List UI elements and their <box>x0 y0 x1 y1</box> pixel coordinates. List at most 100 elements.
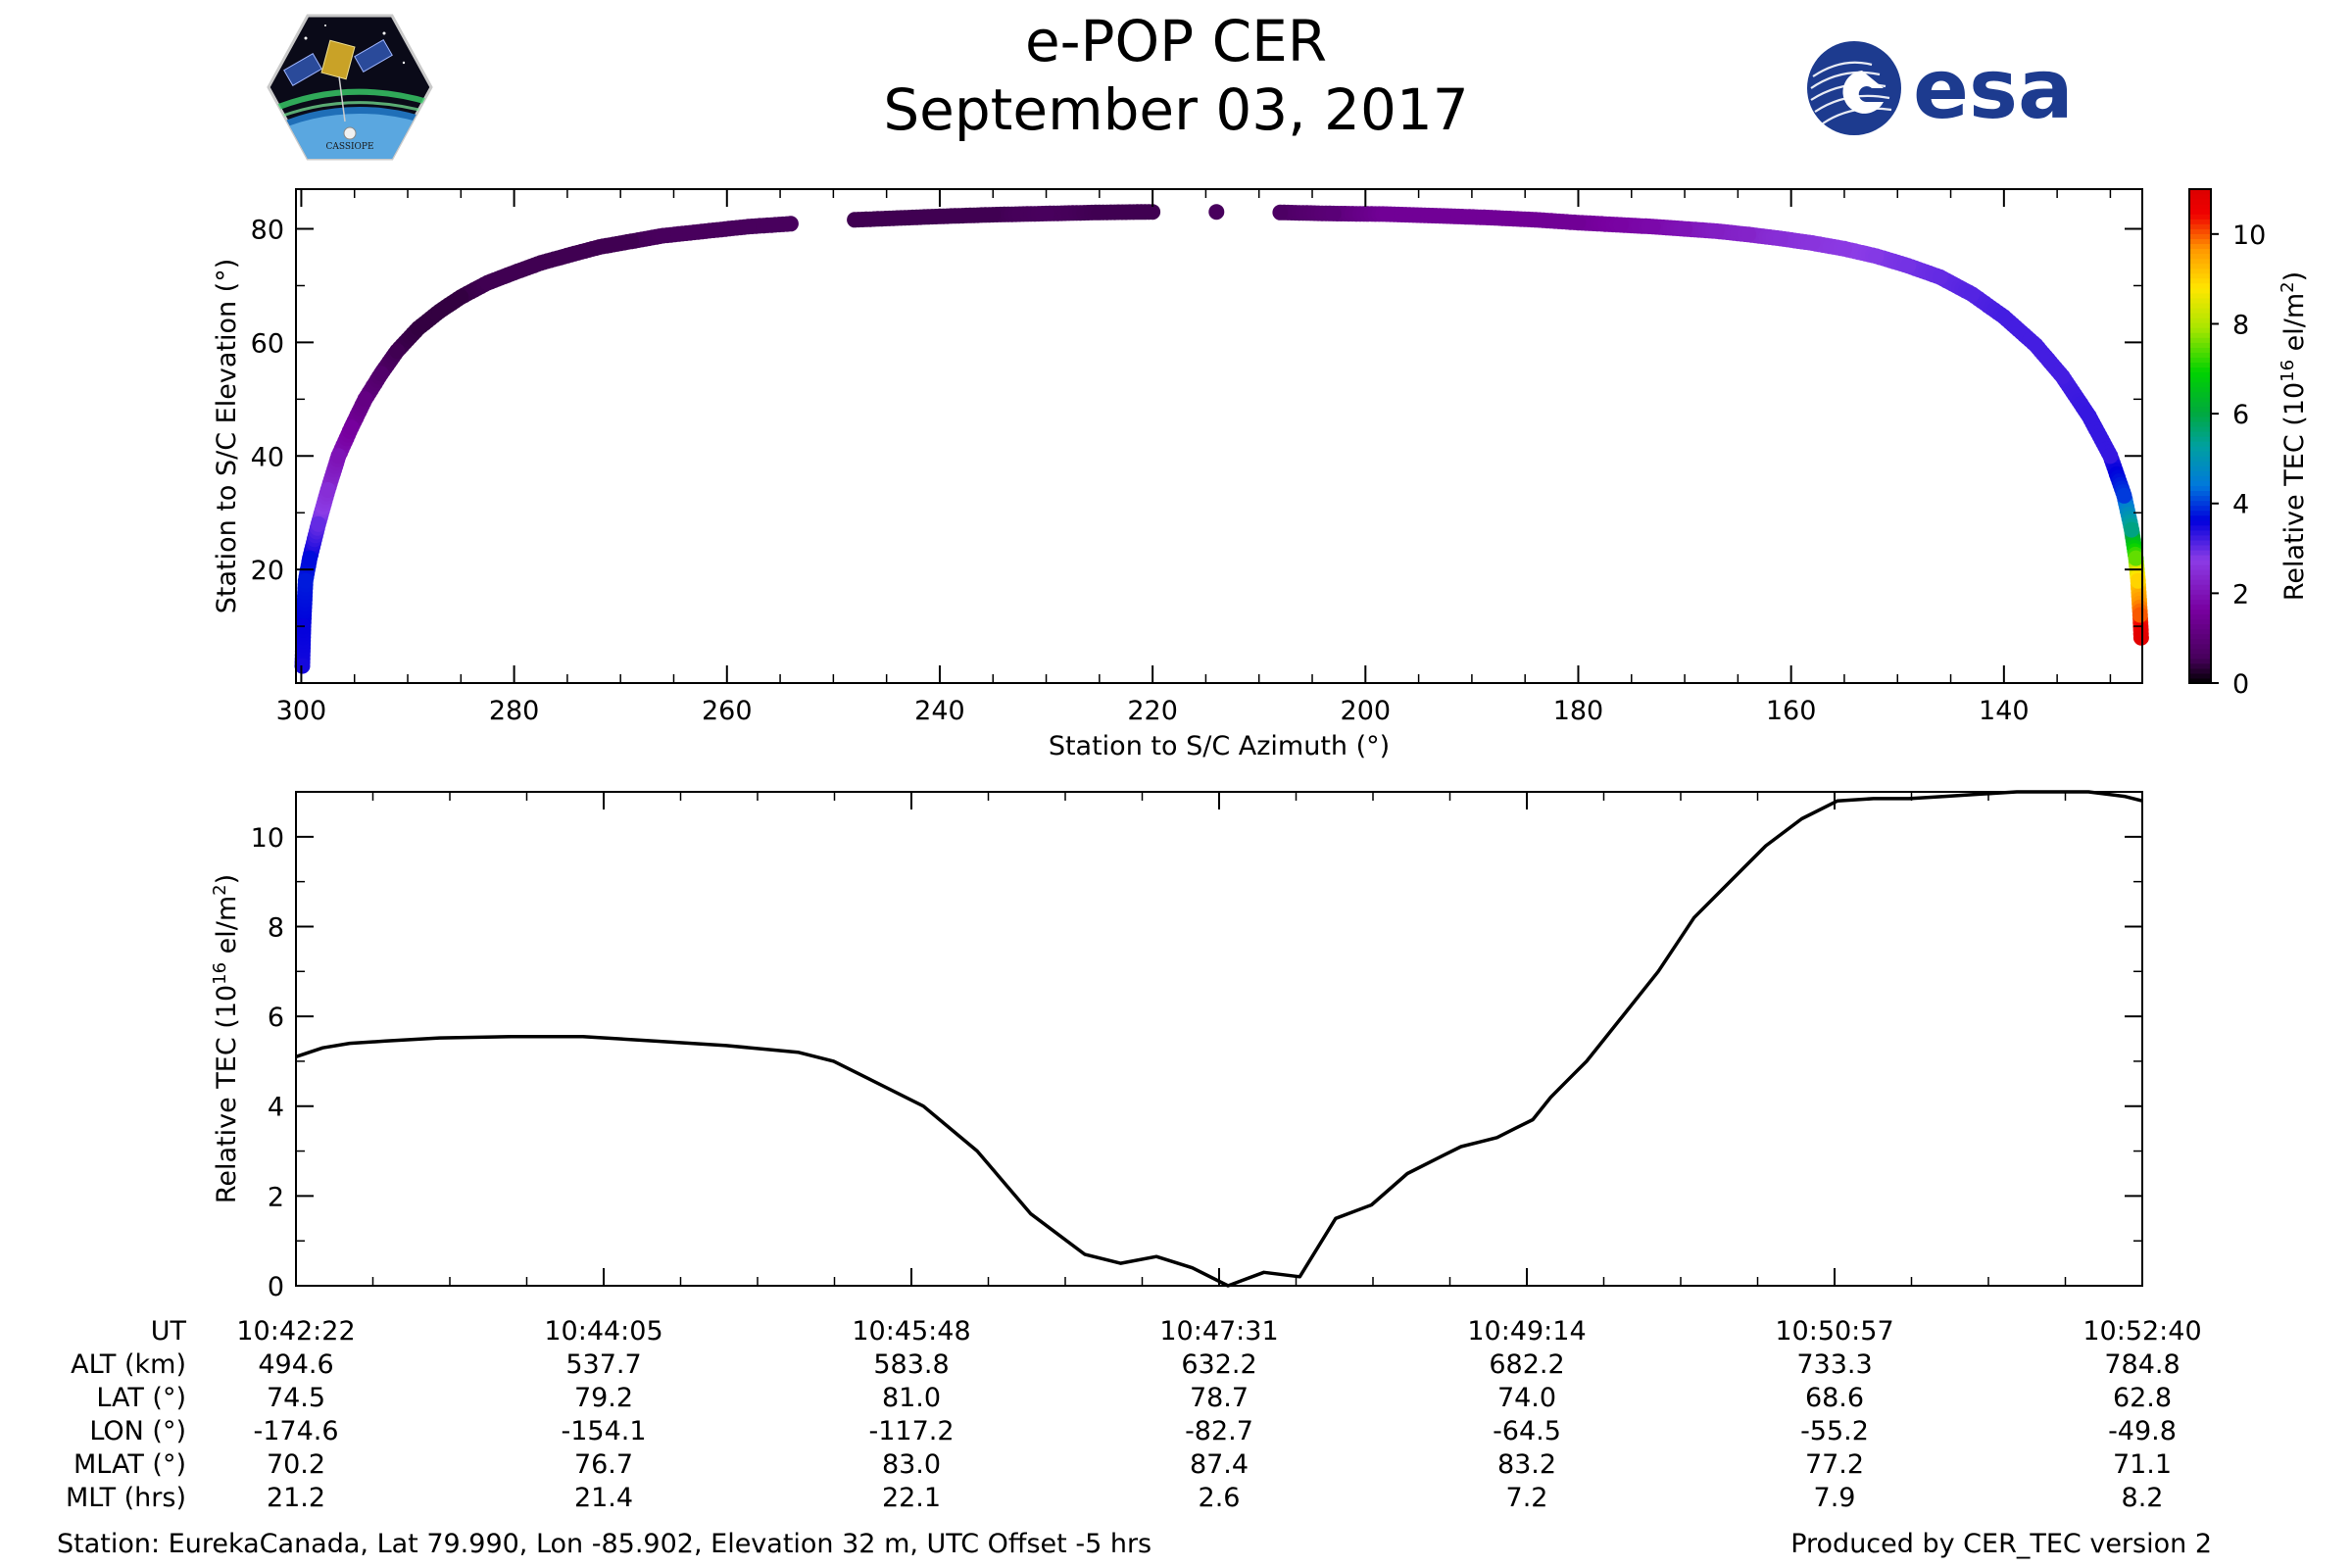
elevation-dot <box>294 658 311 674</box>
elevation-dot <box>431 303 448 319</box>
colorbar-segment <box>2189 292 2211 299</box>
elevation-xtick-label: 160 <box>1766 696 1817 726</box>
elevation-xtick-label: 140 <box>1979 696 2030 726</box>
colorbar-segment <box>2189 564 2211 570</box>
elevation-dot <box>2128 550 2144 566</box>
elevation-dot <box>310 515 326 532</box>
elevation-dot <box>1708 222 1725 239</box>
elevation-dot <box>1804 235 1821 251</box>
elevation-dot <box>343 419 360 436</box>
info-cell: 87.4 <box>1189 1449 1250 1480</box>
elevation-dot <box>410 319 426 336</box>
colorbar-segment <box>2189 376 2211 383</box>
elevation-dot <box>319 482 336 498</box>
colorbar-segment <box>2189 475 2211 481</box>
info-cell: 81.0 <box>881 1383 942 1413</box>
colorbar-tick-label: 0 <box>2232 669 2249 700</box>
info-cell: 83.0 <box>881 1449 942 1480</box>
elevation-xtick-label: 200 <box>1341 696 1392 726</box>
elevation-dot <box>1900 258 1917 274</box>
tec-ytick-label: 10 <box>251 823 284 854</box>
elevation-dot <box>1528 212 1544 228</box>
colorbar-segment <box>2189 672 2211 679</box>
elevation-dot <box>1612 217 1629 233</box>
info-cell: -174.6 <box>253 1416 339 1446</box>
colorbar-segment <box>2189 441 2211 447</box>
info-cell: 7.2 <box>1505 1483 1548 1513</box>
elevation-dot <box>2132 607 2148 623</box>
colorbar-segment <box>2189 446 2211 452</box>
elevation-plot-frame <box>295 188 2143 684</box>
colorbar-segment <box>2189 233 2211 239</box>
colorbar-segment <box>2189 510 2211 516</box>
elevation-ytick-label: 40 <box>251 442 284 472</box>
colorbar-segment <box>2189 667 2211 674</box>
colorbar-segment <box>2189 425 2211 432</box>
elevation-dot <box>559 247 575 264</box>
colorbar-segment <box>2189 456 2211 462</box>
info-cell: 10:45:48 <box>852 1316 971 1347</box>
elevation-dot <box>1379 206 1395 222</box>
elevation-dot <box>1208 204 1225 220</box>
info-cell: 76.7 <box>573 1449 634 1480</box>
elevation-dot <box>372 366 389 382</box>
colorbar-segment <box>2189 519 2211 526</box>
colorbar-segment <box>2189 604 2211 610</box>
elevation-dot <box>1145 204 1161 220</box>
tec-colorbar: 0 2 4 6 8 10 Relative TEC (1016 el/m2) <box>2188 188 2310 700</box>
colorbar-segment <box>2189 648 2211 655</box>
colorbar-segment <box>2189 327 2211 333</box>
info-cell: 68.6 <box>1804 1383 1865 1413</box>
colorbar-segment <box>2189 514 2211 521</box>
elevation-dot <box>1964 286 1981 303</box>
elevation-dot <box>1837 240 1852 257</box>
colorbar-tick-label: 4 <box>2232 490 2249 520</box>
info-cell: 10:44:05 <box>544 1316 663 1347</box>
elevation-dot <box>453 289 469 306</box>
info-cell: 10:50:57 <box>1775 1316 1894 1347</box>
info-cell: 7.9 <box>1813 1483 1856 1513</box>
colorbar-segment <box>2189 214 2211 220</box>
colorbar-segment <box>2189 539 2211 546</box>
colorbar-segment <box>2189 529 2211 536</box>
elevation-dot <box>740 219 757 235</box>
colorbar-segment <box>2189 544 2211 551</box>
chart-title: e-POP CER <box>1024 8 1328 74</box>
elevation-dot <box>2116 487 2132 504</box>
info-cell: 79.2 <box>573 1383 634 1413</box>
info-cell: 583.8 <box>873 1349 950 1380</box>
colorbar-segment <box>2189 362 2211 368</box>
colorbar-segment <box>2189 628 2211 635</box>
colorbar-segment <box>2189 554 2211 561</box>
elevation-xtick-label: 260 <box>702 696 753 726</box>
colorbar-segment <box>2189 228 2211 234</box>
info-row-label: MLT (hrs) <box>65 1483 186 1513</box>
elevation-xtick-label: 220 <box>1127 696 1178 726</box>
elevation-dot <box>389 343 406 360</box>
info-cell: 10:42:22 <box>236 1316 356 1347</box>
info-row-label: UT <box>150 1316 186 1347</box>
colorbar-segment <box>2189 337 2211 343</box>
info-cell: 77.2 <box>1804 1449 1865 1480</box>
produced-by: Produced by CER_TEC version 2 <box>1790 1529 2212 1559</box>
tec-ytick-label: 2 <box>268 1182 284 1212</box>
colorbar-segment <box>2189 549 2211 556</box>
colorbar-segment <box>2189 223 2211 229</box>
elevation-xtick-label: 180 <box>1553 696 1604 726</box>
colorbar-segment <box>2189 500 2211 507</box>
info-cell: 71.1 <box>2112 1449 2173 1480</box>
colorbar-segment <box>2189 189 2211 195</box>
colorbar-segment <box>2189 313 2211 318</box>
colorbar-segment <box>2189 396 2211 403</box>
info-cell: 21.4 <box>573 1483 634 1513</box>
elevation-dot <box>302 550 318 566</box>
elevation-dot <box>1570 215 1587 231</box>
colorbar-segment <box>2189 436 2211 442</box>
cassiope-logo-text: CASSIOPE <box>325 142 373 152</box>
colorbar-segment <box>2189 466 2211 471</box>
cassiope-logo: CASSIOPE <box>267 14 433 161</box>
elevation-dot <box>1932 269 1948 285</box>
info-row-label: MLAT (°) <box>74 1449 186 1480</box>
elevation-dot <box>1038 205 1054 221</box>
info-cell: 10:49:14 <box>1467 1316 1587 1347</box>
